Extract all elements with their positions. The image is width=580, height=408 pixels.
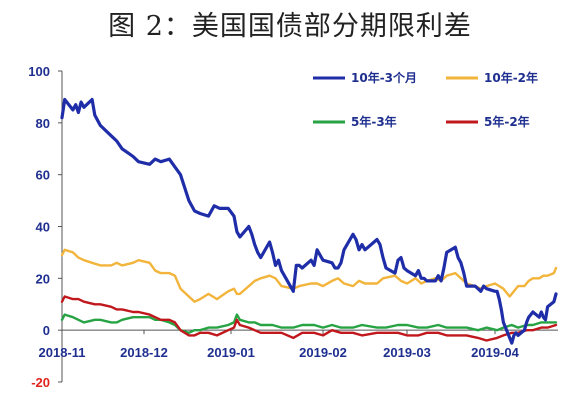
y-axis: 100 80 60 40 20 0 -20 [28, 64, 63, 390]
legend-label: 10年-2年 [484, 70, 538, 85]
y-tick-label: -20 [31, 375, 50, 390]
y-tick-label: 80 [36, 116, 50, 131]
x-tick-label: 2018-12 [120, 345, 168, 360]
x-tick-label: 2018-11 [39, 345, 86, 360]
x-axis: 2018-11 2018-12 2019-01 2019-02 2019-03 2019-… [39, 329, 558, 360]
series-line [60, 313, 558, 334]
y-tick-label: 0 [43, 323, 50, 338]
y-tick-label: 40 [36, 220, 50, 235]
legend-label: 5年-2年 [484, 114, 530, 129]
legend: 10年-3个月 10年-2年 5年-3年 5年-2年 [313, 70, 538, 129]
series-line [60, 295, 558, 342]
series-layer [60, 97, 558, 345]
series-line [60, 248, 558, 303]
y-tick-label: 60 [36, 168, 50, 183]
legend-label: 5年-3年 [351, 114, 397, 129]
y-tick-label: 100 [28, 64, 50, 79]
y-tick-label: 20 [36, 271, 50, 286]
legend-label: 10年-3个月 [351, 70, 417, 85]
x-tick-label: 2019-04 [471, 345, 519, 360]
chart-title: 图 2：美国国债部分期限利差 [108, 11, 472, 42]
x-tick-label: 2019-03 [383, 345, 431, 360]
x-tick-label: 2019-01 [207, 345, 255, 360]
x-tick-label: 2019-02 [299, 345, 347, 360]
series-line [60, 97, 558, 345]
